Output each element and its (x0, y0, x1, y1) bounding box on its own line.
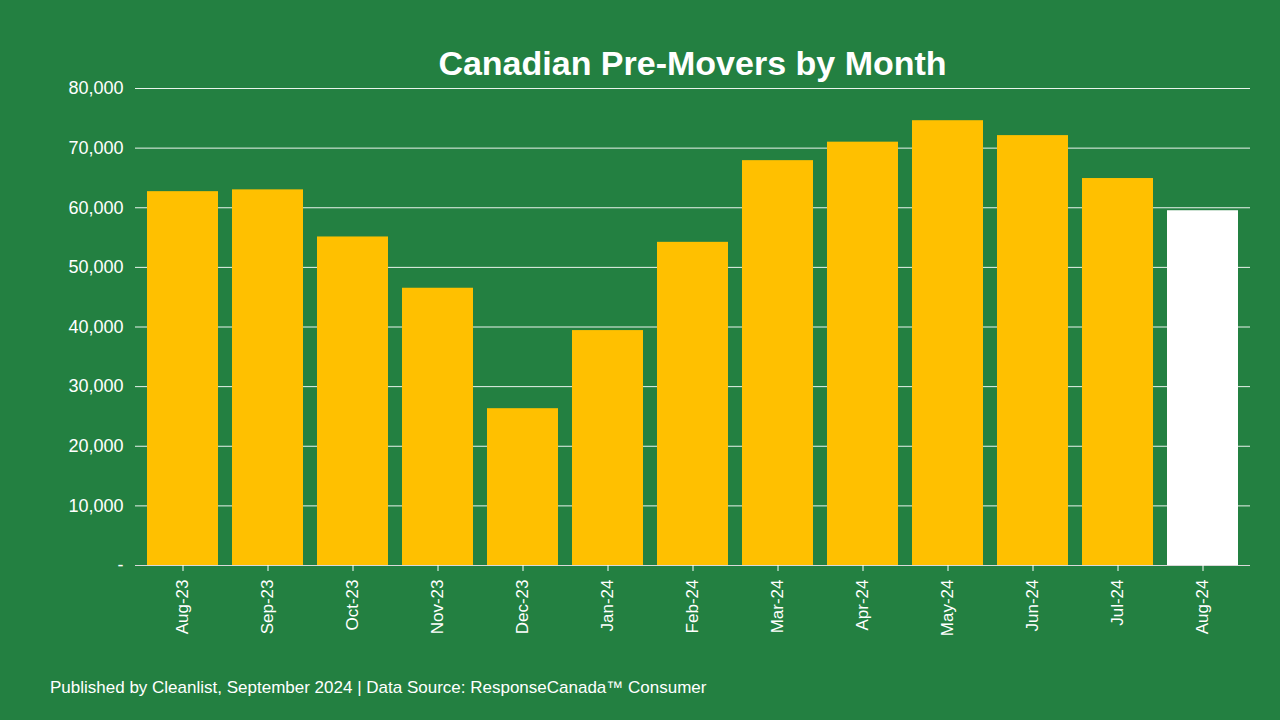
svg-text:-: - (118, 555, 124, 575)
svg-text:80,000: 80,000 (68, 78, 123, 98)
svg-text:Apr-24: Apr-24 (853, 580, 872, 631)
svg-text:May-24: May-24 (938, 580, 957, 637)
svg-text:Jul-24: Jul-24 (1108, 580, 1127, 626)
svg-text:Aug-23: Aug-23 (173, 580, 192, 635)
svg-text:40,000: 40,000 (68, 317, 123, 337)
svg-text:20,000: 20,000 (68, 436, 123, 456)
svg-text:50,000: 50,000 (68, 257, 123, 277)
svg-text:Oct-23: Oct-23 (343, 580, 362, 631)
svg-text:Nov-23: Nov-23 (428, 580, 447, 635)
svg-text:Jun-24: Jun-24 (1023, 580, 1042, 632)
svg-text:30,000: 30,000 (68, 376, 123, 396)
svg-text:Sep-23: Sep-23 (258, 580, 277, 635)
svg-text:Jan-24: Jan-24 (598, 580, 617, 632)
svg-text:60,000: 60,000 (68, 198, 123, 218)
html-text:Canadian Pre-Movers by Month: Canadian Pre-Movers by Month (438, 44, 947, 82)
svg-text:70,000: 70,000 (68, 138, 123, 158)
svg-text:Mar-24: Mar-24 (768, 580, 787, 634)
svg-text:Feb-24: Feb-24 (683, 580, 702, 634)
html-text:Published by Cleanlist, Septem: Published by Cleanlist, September 2024 |… (50, 678, 707, 697)
svg-text:Aug-24: Aug-24 (1193, 580, 1212, 635)
svg-text:Dec-23: Dec-23 (513, 580, 532, 635)
svg-text:10,000: 10,000 (68, 496, 123, 516)
